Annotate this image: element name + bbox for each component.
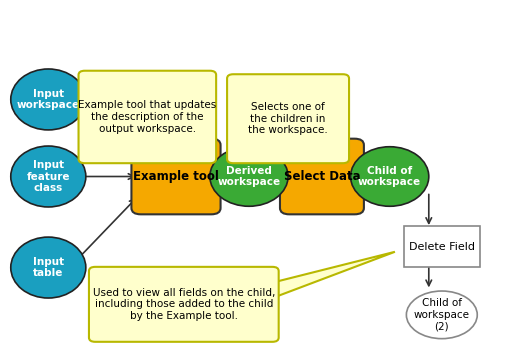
Text: Example tool: Example tool: [133, 170, 219, 183]
Ellipse shape: [11, 69, 86, 130]
FancyBboxPatch shape: [280, 139, 364, 214]
Ellipse shape: [210, 147, 288, 206]
FancyBboxPatch shape: [89, 267, 279, 342]
Text: Child of
workspace
(2): Child of workspace (2): [414, 298, 470, 331]
Text: Derived
workspace: Derived workspace: [217, 166, 280, 187]
FancyBboxPatch shape: [132, 139, 221, 214]
Text: Input
table: Input table: [32, 257, 64, 279]
Text: Select Data: Select Data: [283, 170, 361, 183]
Text: Input
workspace: Input workspace: [17, 89, 80, 110]
Ellipse shape: [11, 237, 86, 298]
Text: Used to view all fields on the child,
including those added to the child
by the : Used to view all fields on the child, in…: [93, 288, 275, 321]
FancyBboxPatch shape: [227, 74, 349, 163]
FancyBboxPatch shape: [404, 226, 479, 267]
Ellipse shape: [351, 147, 429, 206]
Text: Child of
workspace: Child of workspace: [358, 166, 421, 187]
Text: Delete Field: Delete Field: [409, 241, 475, 252]
Text: Selects one of
the children in
the workspace.: Selects one of the children in the works…: [248, 102, 328, 135]
FancyBboxPatch shape: [79, 71, 216, 163]
Polygon shape: [279, 143, 322, 159]
Polygon shape: [133, 143, 176, 159]
Text: Example tool that updates
the description of the
output workspace.: Example tool that updates the descriptio…: [78, 100, 216, 133]
Text: Input
feature
class: Input feature class: [27, 160, 70, 193]
Circle shape: [407, 291, 477, 339]
Ellipse shape: [11, 146, 86, 207]
Polygon shape: [272, 252, 395, 298]
